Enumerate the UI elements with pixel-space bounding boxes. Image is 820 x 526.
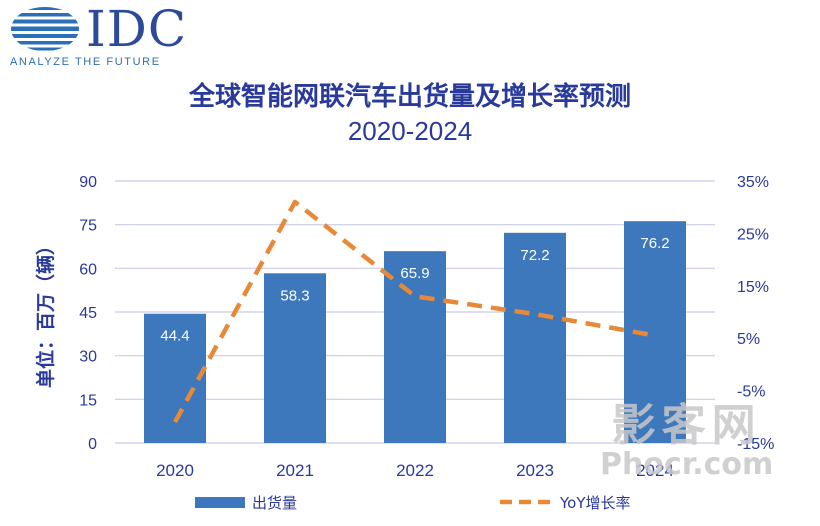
bar-value-label: 72.2 xyxy=(520,247,549,264)
globe-icon xyxy=(11,7,79,51)
y-axis-left: 0 15 30 45 60 75 90 xyxy=(79,174,97,453)
bar-value-label: 76.2 xyxy=(640,235,669,252)
bar-value-label: 65.9 xyxy=(400,265,429,282)
logo-wordmark: IDC xyxy=(86,0,188,58)
y2-tick-label: 25% xyxy=(737,226,769,243)
bar xyxy=(504,232,566,443)
legend-label-line: YoY增长率 xyxy=(559,494,631,512)
y-tick-label: 90 xyxy=(79,174,97,191)
watermark-text: 影客网 xyxy=(611,400,762,451)
y-tick-label: 15 xyxy=(79,392,97,409)
idc-logo: IDC ANALYZE THE FUTURE xyxy=(8,0,198,68)
y2-tick-label: 5% xyxy=(737,331,760,348)
yoy-line xyxy=(173,199,656,424)
bar-value-label: 44.4 xyxy=(160,328,189,345)
bar-series xyxy=(144,221,686,443)
legend-label-bar: 出货量 xyxy=(252,494,297,512)
bar-data-labels: 44.4 58.3 65.9 72.2 76.2 xyxy=(160,235,669,345)
y-tick-label: 30 xyxy=(79,349,97,366)
watermark-url: Phocr.com xyxy=(600,447,774,482)
y2-tick-label: 35% xyxy=(737,174,769,191)
y2-tick-label: -15% xyxy=(737,436,774,453)
legend-swatch-bar xyxy=(195,497,245,508)
y-tick-label: 60 xyxy=(79,261,97,278)
chart-subtitle: 2020-2024 xyxy=(347,116,473,146)
x-tick-label: 2022 xyxy=(396,461,434,480)
line-series xyxy=(173,199,656,424)
y-tick-label: 45 xyxy=(79,305,97,322)
y-axis-right: -15% -5% 5% 15% 25% 35% xyxy=(737,174,774,453)
y2-tick-label: -5% xyxy=(737,384,765,401)
bar-value-label: 58.3 xyxy=(280,287,309,304)
bar xyxy=(264,273,326,443)
x-tick-label: 2021 xyxy=(276,461,314,480)
x-tick-label: 2023 xyxy=(516,461,554,480)
x-axis: 2020 2021 2022 2023 2024 xyxy=(156,461,674,480)
y2-tick-label: 15% xyxy=(737,279,769,296)
logo-tagline: ANALYZE THE FUTURE xyxy=(10,56,161,68)
watermark: 影客网 Phocr.com xyxy=(600,404,773,480)
chart-title: 全球智能网联汽车出货量及增长率预测 xyxy=(188,82,631,112)
x-tick-label: 2024 xyxy=(636,461,674,480)
y-tick-label: 75 xyxy=(79,218,97,235)
y-axis-label: 单位：百万（辆） xyxy=(34,236,57,388)
legend: 出货量 YoY增长率 xyxy=(195,494,631,512)
y-tick-label: 0 xyxy=(88,436,97,453)
x-tick-label: 2020 xyxy=(156,461,194,480)
bar xyxy=(384,251,446,443)
